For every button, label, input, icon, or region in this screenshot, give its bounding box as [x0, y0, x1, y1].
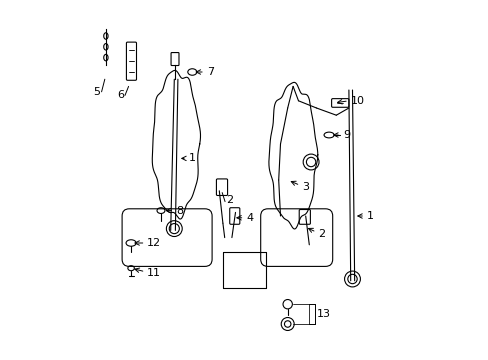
Text: 6: 6 [117, 90, 123, 100]
Text: 12: 12 [147, 238, 161, 248]
Text: 1: 1 [188, 153, 195, 163]
Text: 7: 7 [206, 67, 213, 77]
Text: 2: 2 [318, 229, 325, 239]
Text: 4: 4 [246, 213, 253, 223]
Text: 11: 11 [147, 268, 161, 278]
Text: 13: 13 [316, 309, 330, 319]
Text: 8: 8 [176, 206, 183, 216]
Text: 5: 5 [93, 87, 101, 97]
Text: 9: 9 [342, 130, 349, 140]
Text: 3: 3 [302, 182, 308, 192]
Text: 1: 1 [366, 211, 373, 221]
Text: 10: 10 [350, 96, 364, 106]
Text: 2: 2 [225, 195, 232, 205]
